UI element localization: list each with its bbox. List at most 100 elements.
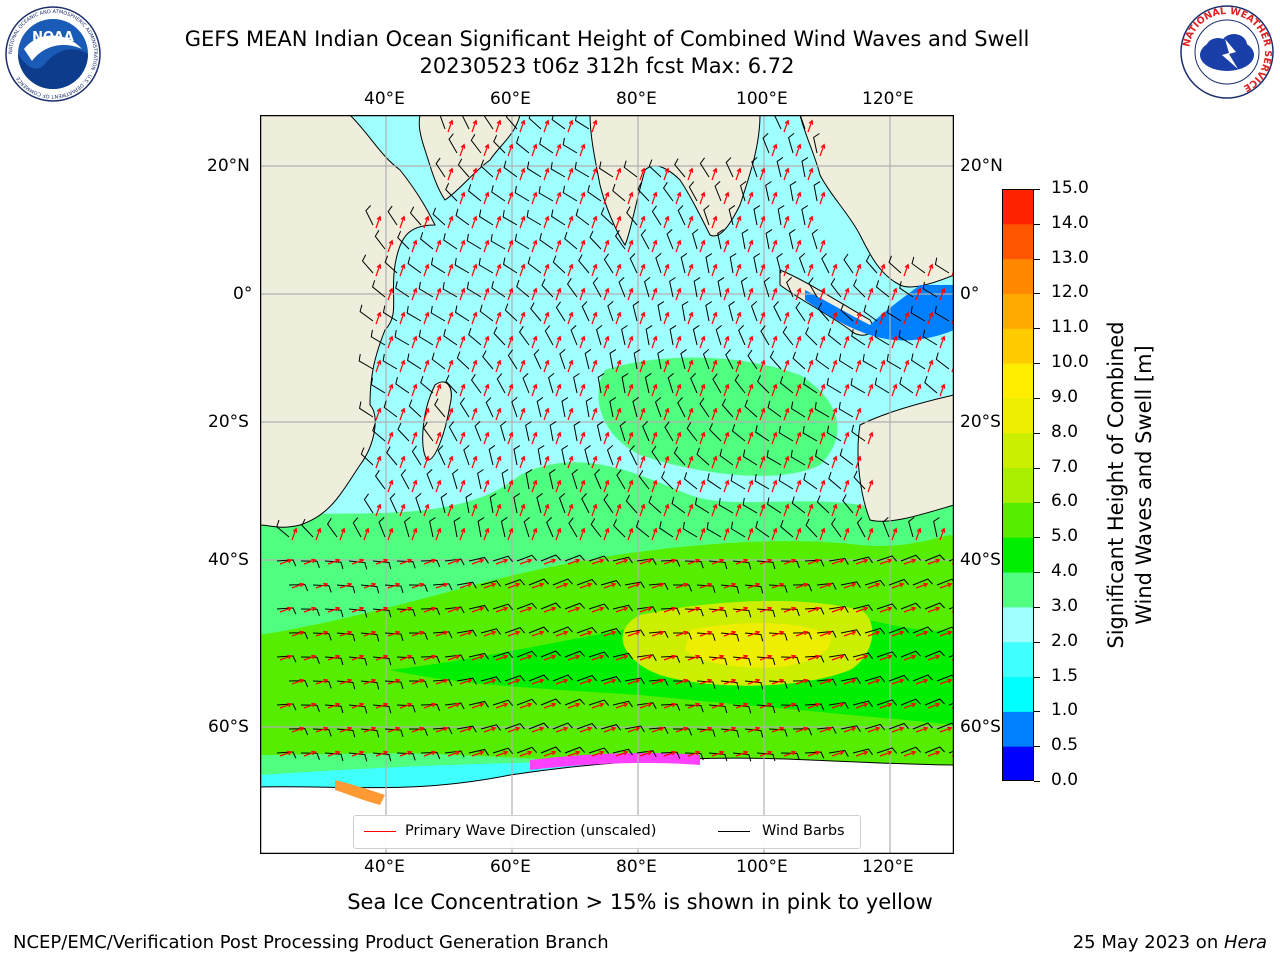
wave-direction-arrow <box>423 263 430 277</box>
wave-direction-arrow <box>843 630 857 637</box>
wind-barb <box>636 606 657 614</box>
wind-barb <box>584 445 591 466</box>
wind-barb <box>924 602 945 610</box>
wind-barb <box>444 654 465 662</box>
wind-barb <box>480 580 502 587</box>
colorbar-segment <box>1002 572 1034 608</box>
wave-direction-arrow <box>795 191 802 205</box>
wind-barb <box>908 516 915 538</box>
wave-direction-arrow <box>939 335 946 349</box>
wind-barb <box>612 748 633 756</box>
wave-direction-arrow <box>795 726 809 733</box>
wind-barb <box>386 446 398 466</box>
wave-direction-arrow <box>747 527 754 541</box>
wave-direction-arrow <box>759 215 766 229</box>
wind-barb <box>636 654 657 662</box>
wave-direction-arrow <box>447 558 461 565</box>
wave-direction-arrow <box>771 383 778 397</box>
wind-barb <box>815 449 830 466</box>
wind-barb <box>707 473 722 490</box>
wave-direction-arrow <box>495 407 502 421</box>
wind-barb <box>365 205 374 226</box>
wind-barb <box>792 728 813 736</box>
wave-direction-arrow <box>495 455 502 469</box>
wave-direction-arrow <box>411 239 418 253</box>
wind-barb <box>516 554 538 562</box>
wave-direction-arrow <box>435 479 442 493</box>
wind-barb <box>936 722 954 730</box>
wave-direction-arrow <box>291 582 305 589</box>
wind-barb <box>669 277 676 298</box>
wave-direction-arrow <box>783 558 797 565</box>
wave-direction-arrow <box>579 582 593 589</box>
wind-barb <box>382 353 398 370</box>
wave-direction-arrow <box>771 527 778 541</box>
wave-direction-arrow <box>747 582 761 589</box>
wind-barb <box>336 728 356 738</box>
wave-direction-arrow <box>519 455 526 469</box>
wave-direction-arrow <box>639 167 646 181</box>
wave-direction-arrow <box>651 726 665 733</box>
wind-barb <box>708 704 728 714</box>
wave-direction-arrow <box>723 335 730 349</box>
wind-barb <box>503 160 518 178</box>
legend-wind-barbs-label: Wind Barbs <box>762 823 845 839</box>
wind-barb <box>444 558 465 566</box>
wind-barb <box>692 325 700 346</box>
wave-direction-arrow <box>375 503 382 517</box>
wave-direction-arrow <box>807 750 821 757</box>
wave-direction-arrow <box>483 726 497 733</box>
wave-direction-arrow <box>855 558 869 565</box>
wave-direction-arrow <box>795 287 802 301</box>
wave-direction-arrow <box>399 702 413 709</box>
wave-direction-arrow <box>531 383 538 397</box>
wave-direction-arrow <box>759 455 766 469</box>
noaa-logo-text: NOAA <box>32 30 74 45</box>
wave-direction-arrow <box>567 702 581 709</box>
wave-direction-arrow <box>423 455 430 469</box>
wind-barb <box>454 305 470 322</box>
wave-direction-arrow <box>447 606 461 613</box>
wind-barb <box>805 518 818 538</box>
wave-direction-arrow <box>795 335 802 349</box>
wind-barb <box>924 746 945 754</box>
wave-direction-arrow <box>783 654 797 661</box>
colorbar-tick-mark <box>1034 432 1040 434</box>
wind-barb <box>550 161 566 178</box>
wave-direction-arrow <box>795 239 802 253</box>
wave-direction-arrow <box>615 263 622 277</box>
wind-barb <box>852 556 873 564</box>
wave-direction-arrow <box>543 654 557 661</box>
wave-direction-arrow <box>555 678 569 685</box>
colorbar-segment <box>1002 641 1034 678</box>
wind-barb <box>754 474 770 490</box>
wave-direction-arrow <box>627 479 634 493</box>
wind-barb <box>672 632 693 640</box>
wave-direction-arrow <box>783 359 790 373</box>
wave-direction-arrow <box>819 431 826 445</box>
wave-direction-arrow <box>291 726 305 733</box>
wind-barb <box>585 397 593 418</box>
wind-barb <box>372 560 392 570</box>
wave-direction-arrow <box>879 359 886 373</box>
wave-direction-arrow <box>723 239 730 253</box>
wave-height-map <box>260 115 954 854</box>
wind-barb <box>540 554 561 562</box>
wave-direction-arrow <box>603 527 610 541</box>
wind-barb <box>490 234 506 250</box>
wind-barb <box>359 304 374 322</box>
wave-direction-arrow <box>639 702 653 709</box>
wind-barb <box>705 301 713 322</box>
wave-direction-arrow <box>735 503 742 517</box>
wave-direction-arrow <box>459 239 466 253</box>
wind-barb <box>552 578 573 586</box>
lat-tick-left-20n: 20°N <box>207 156 250 176</box>
wind-barb <box>504 627 526 634</box>
wave-direction-arrow <box>507 726 521 733</box>
wind-barb <box>900 554 922 562</box>
wave-direction-arrow <box>543 606 557 613</box>
wave-direction-arrow <box>519 407 526 421</box>
wind-barb <box>826 425 842 442</box>
wind-barb <box>693 277 701 298</box>
wave-direction-arrow <box>579 239 586 253</box>
